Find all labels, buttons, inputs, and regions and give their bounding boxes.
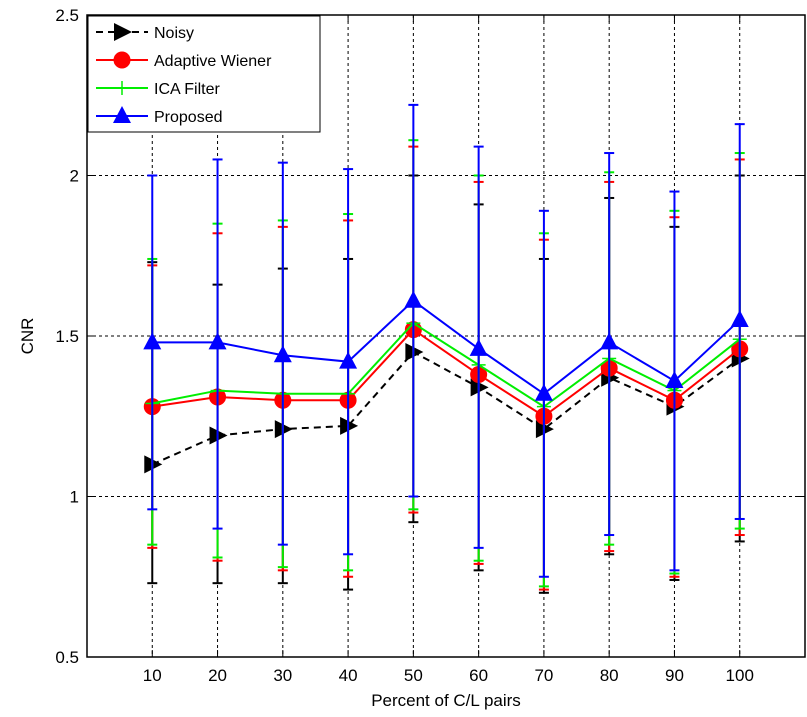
data-point [404, 290, 423, 308]
x-axis-label: Percent of C/L pairs [371, 691, 521, 710]
legend-marker [113, 106, 131, 123]
legend-label: Proposed [154, 109, 223, 126]
x-tick-label: 80 [600, 666, 619, 685]
data-point [534, 383, 553, 401]
y-tick-label: 1.5 [55, 327, 79, 346]
legend-label: Adaptive Wiener [154, 53, 272, 70]
series-line [152, 299, 741, 396]
legend-marker [113, 51, 131, 69]
legend-label: Noisy [154, 25, 194, 42]
series-line [152, 321, 741, 408]
y-axis-label: CNR [18, 318, 37, 355]
y-tick-label: 0.5 [55, 648, 79, 667]
x-tick-label: 10 [143, 666, 162, 685]
x-tick-label: 50 [404, 666, 423, 685]
data-point [208, 332, 227, 350]
x-tick-label: 70 [534, 666, 553, 685]
data-point [469, 338, 488, 356]
x-tick-label: 20 [208, 666, 227, 685]
data-point [665, 370, 684, 388]
series-line [151, 350, 741, 466]
legend-item: Adaptive Wiener [96, 51, 272, 70]
legend-item: ICA Filter [96, 81, 220, 98]
data-point [339, 351, 358, 369]
tick-labels: 10 20 30 40 50 60 70 80 90 100 0.5 1 1.5 2 2.5 [55, 6, 754, 685]
data-point [600, 332, 619, 350]
x-tick-label: 100 [726, 666, 754, 685]
data-point [730, 309, 749, 327]
y-tick-label: 2 [70, 167, 79, 186]
series-layer [143, 103, 750, 594]
y-tick-label: 2.5 [55, 6, 79, 25]
legend-marker [115, 81, 129, 95]
legend-item: Noisy [96, 23, 194, 42]
data-point [143, 332, 162, 350]
x-tick-label: 30 [273, 666, 292, 685]
x-tick-label: 90 [665, 666, 684, 685]
legend: Noisy Adaptive Wiener ICA Filter Proposed [87, 15, 321, 133]
series-line [152, 328, 741, 418]
legend-marker [114, 23, 132, 41]
x-tick-label: 40 [339, 666, 358, 685]
y-tick-label: 1 [70, 488, 79, 507]
legend-label: ICA Filter [154, 81, 220, 98]
series-proposed [143, 103, 749, 578]
data-point [273, 345, 292, 363]
x-tick-label: 60 [469, 666, 488, 685]
legend-item: Proposed [96, 106, 223, 126]
legend-box [87, 15, 321, 133]
